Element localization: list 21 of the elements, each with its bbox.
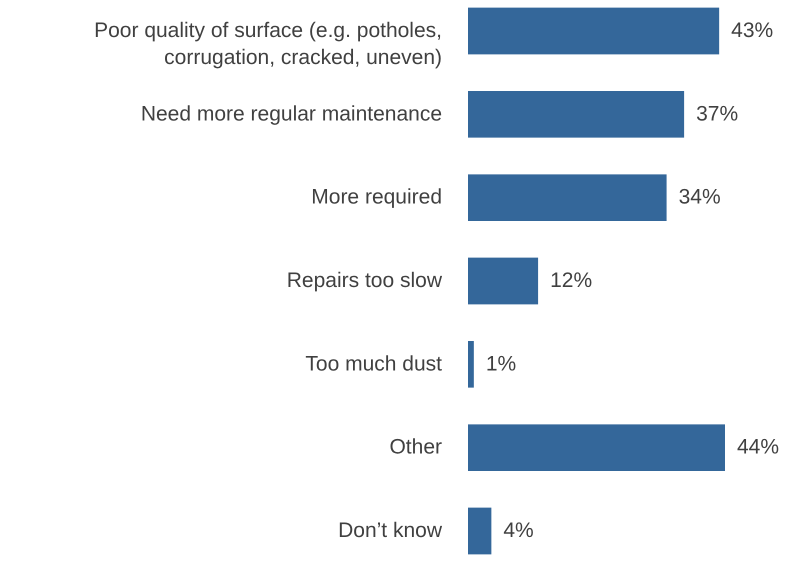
data-label: 12% <box>550 269 592 292</box>
data-label: 4% <box>503 519 534 542</box>
y-tick-label: Need more regular maintenance <box>140 102 442 126</box>
data-label: 34% <box>678 186 721 209</box>
data-label: 43% <box>731 19 774 42</box>
y-tick-label: Poor quality of surface (e.g. potholes, corrugation, cracked, uneven) <box>94 19 442 69</box>
y-tick-label: Don’t know <box>338 519 443 542</box>
y-tick-label: Other <box>389 436 442 459</box>
y-tick-label: Repairs too slow <box>286 269 443 292</box>
bar <box>468 341 474 388</box>
bar <box>468 258 538 304</box>
y-tick-label: More required <box>311 186 442 209</box>
bar <box>468 91 684 138</box>
bar <box>468 508 492 554</box>
data-label: 1% <box>486 352 516 376</box>
bar <box>468 424 725 471</box>
data-label: 44% <box>737 436 780 459</box>
bar <box>468 174 667 221</box>
bar <box>468 8 720 54</box>
y-tick-label: Too much dust <box>305 352 442 376</box>
data-label: 37% <box>696 102 738 126</box>
